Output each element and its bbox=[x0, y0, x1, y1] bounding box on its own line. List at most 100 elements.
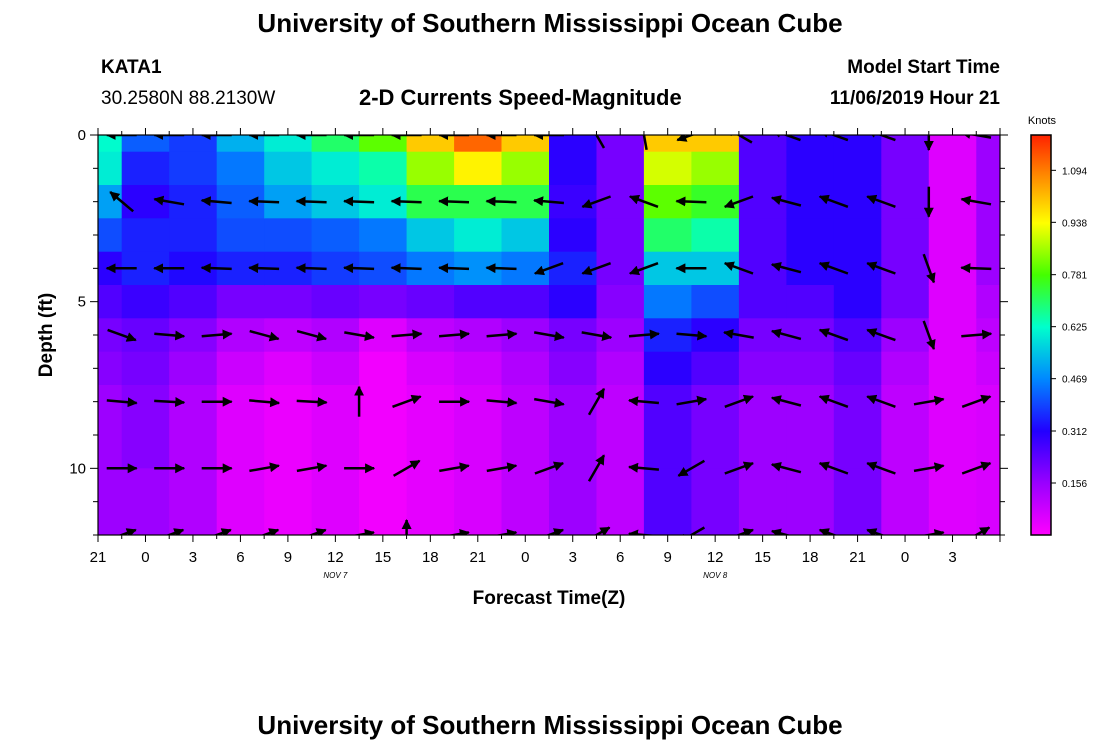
heatmap-cell bbox=[216, 385, 265, 469]
current-vector bbox=[818, 328, 849, 342]
current-vector bbox=[921, 529, 945, 535]
heatmap-cell bbox=[98, 185, 123, 219]
heatmap-cell bbox=[549, 151, 598, 186]
x-tick-label: 12 bbox=[707, 549, 724, 566]
current-vector bbox=[486, 329, 518, 340]
heatmap-cell bbox=[501, 351, 550, 386]
current-vector bbox=[595, 135, 606, 149]
heatmap-cell bbox=[169, 285, 218, 319]
heatmap-cell bbox=[833, 151, 882, 186]
heatmap-cell bbox=[928, 151, 977, 186]
heatmap-cell bbox=[928, 385, 977, 469]
heatmap-cell bbox=[786, 151, 835, 186]
heatmap-cell bbox=[98, 218, 123, 253]
current-vector bbox=[818, 461, 849, 475]
colorbar: Knots 1.094 0.938 0.781 0.625 0.469 0.312 0.15… bbox=[1028, 115, 1087, 536]
heatmap-cell bbox=[738, 351, 787, 386]
current-vector bbox=[486, 462, 518, 473]
heatmap-cell bbox=[311, 218, 360, 253]
heatmap-cell bbox=[691, 385, 740, 469]
x-tick-label: 3 bbox=[189, 549, 197, 566]
current-vector bbox=[818, 261, 849, 275]
heatmap-cell bbox=[549, 135, 598, 153]
heatmap-cell bbox=[596, 135, 645, 153]
current-vector bbox=[438, 329, 470, 340]
current-vector bbox=[676, 395, 708, 406]
heatmap-cell bbox=[549, 218, 598, 253]
heatmap-cell bbox=[928, 218, 977, 253]
current-vector bbox=[922, 320, 936, 351]
heatmap-cell bbox=[549, 351, 598, 386]
current-vector bbox=[248, 263, 280, 274]
current-vector bbox=[770, 261, 802, 274]
model-start-label: Model Start Time bbox=[847, 57, 1000, 78]
current-vector bbox=[581, 195, 612, 209]
current-vector bbox=[249, 462, 280, 473]
current-vector bbox=[200, 263, 232, 274]
current-vector bbox=[581, 262, 612, 276]
current-vector bbox=[676, 330, 708, 341]
heatmap-cell bbox=[596, 151, 645, 186]
current-vector bbox=[675, 196, 707, 207]
heatmap-cell bbox=[691, 468, 740, 535]
x-tick-label: 0 bbox=[141, 549, 149, 566]
heatmap-cell bbox=[216, 218, 265, 253]
heatmap-cell bbox=[738, 468, 787, 535]
current-vector bbox=[725, 135, 753, 144]
heatmap-cell bbox=[454, 135, 503, 153]
current-vector bbox=[118, 528, 137, 535]
heatmap-cell bbox=[121, 135, 170, 153]
heatmap-cell bbox=[501, 135, 550, 153]
current-vector bbox=[593, 526, 611, 535]
current-vector bbox=[960, 263, 992, 274]
current-vector bbox=[343, 196, 375, 207]
heatmap-cell bbox=[928, 285, 977, 319]
current-vector bbox=[533, 397, 565, 408]
current-vector bbox=[866, 194, 896, 208]
heatmap-cell bbox=[311, 351, 360, 386]
top-title: University of Southern Mississippi Ocean… bbox=[257, 8, 843, 38]
current-vector bbox=[533, 196, 565, 207]
heatmap-cell bbox=[454, 351, 503, 386]
heatmap-cell bbox=[881, 468, 930, 535]
model-start-value: 11/06/2019 Hour 21 bbox=[829, 88, 1000, 109]
heatmap-cell bbox=[121, 218, 170, 253]
current-vector bbox=[818, 394, 849, 408]
plot-title: 2-D Currents Speed-Magnitude bbox=[359, 85, 682, 110]
heatmap-cell bbox=[549, 285, 598, 319]
current-vector bbox=[296, 397, 328, 408]
current-vector bbox=[866, 528, 885, 535]
current-vector bbox=[295, 263, 327, 274]
heatmap-cell bbox=[169, 385, 218, 469]
x-tick-label: 0 bbox=[901, 549, 909, 566]
current-vector bbox=[296, 329, 328, 342]
heatmap-cell bbox=[786, 285, 835, 319]
heatmap-cell bbox=[264, 318, 313, 353]
current-vector bbox=[770, 461, 802, 474]
heatmap-cell bbox=[833, 285, 882, 319]
current-vector bbox=[391, 329, 423, 340]
heatmap-cell bbox=[264, 151, 313, 186]
current-vectors bbox=[105, 135, 993, 535]
heatmap-cell bbox=[643, 151, 692, 186]
heatmap-cell bbox=[928, 351, 977, 386]
x-axis: 21 0 3 6 9 12 15 18 21 0 3 6 9 12 15 18 21 0 3 NOV 7 NOV 8 bbox=[90, 128, 1001, 580]
heatmap-cell bbox=[549, 251, 598, 286]
heatmap-cell bbox=[406, 151, 455, 186]
colorbar-tick-label: 0.781 bbox=[1062, 271, 1087, 282]
heatmap-cell bbox=[121, 385, 170, 469]
current-vector bbox=[390, 263, 422, 274]
heatmap-cell bbox=[643, 218, 692, 253]
heatmap-cell bbox=[121, 185, 170, 219]
x-tick-label: 21 bbox=[469, 549, 486, 566]
heatmap-cell bbox=[454, 151, 503, 186]
heatmap-cell bbox=[596, 285, 645, 319]
y-axis: 0 5 10 bbox=[69, 127, 1008, 536]
heatmap-cell bbox=[359, 351, 408, 386]
heatmap-cell bbox=[169, 468, 218, 535]
heatmap-cell bbox=[216, 468, 265, 535]
heatmap-cell bbox=[311, 318, 360, 353]
heatmap-cell bbox=[264, 135, 313, 153]
current-vector bbox=[973, 526, 991, 535]
heatmap-cell bbox=[169, 218, 218, 253]
